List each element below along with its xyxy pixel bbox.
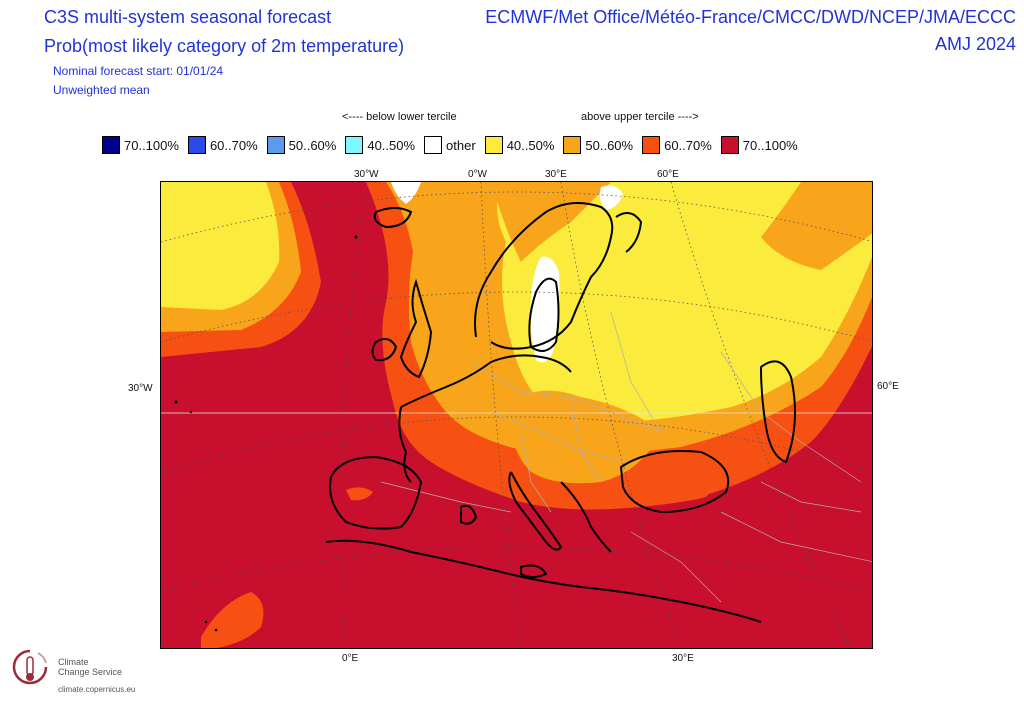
- legend-label: 60..70%: [209, 137, 258, 153]
- map-canvas: [161, 182, 872, 648]
- legend-label: 40..50%: [367, 137, 416, 153]
- legend-label: 70..100%: [742, 137, 798, 153]
- legend-item: 50..60%: [266, 136, 346, 154]
- region-50-60: [510, 390, 661, 484]
- region-40-50: [161, 182, 280, 310]
- legend-swatch: [720, 136, 739, 154]
- below-tercile-label: <---- below lower tercile: [342, 111, 457, 123]
- legend-swatch: [102, 136, 120, 154]
- legend-label: 50..60%: [288, 137, 337, 153]
- lon-label-top: 60°E: [657, 169, 679, 180]
- region-other: [599, 185, 623, 210]
- lon-label-top: 30°E: [545, 169, 567, 180]
- lon-label-top: 30°W: [354, 169, 379, 180]
- region-other: [530, 256, 560, 363]
- legend: 70..100% 60..70% 50..60% 40..50% other 4…: [102, 134, 807, 156]
- forecast-start: Nominal forecast start: 01/01/24: [53, 64, 224, 78]
- country-borders: [380, 311, 872, 603]
- mean-type: Unweighted mean: [53, 83, 150, 97]
- legend-item: 40..50%: [345, 136, 424, 154]
- lon-label-left: 30°W: [128, 383, 153, 394]
- systems-title: ECMWF/Met Office/Météo-France/CMCC/DWD/N…: [485, 7, 1016, 27]
- lon-label-bottom: 30°E: [672, 653, 694, 664]
- legend-item: 60..70%: [642, 136, 721, 154]
- legend-label: other: [446, 137, 476, 153]
- region-other: [391, 182, 421, 204]
- forecast-map: [160, 181, 873, 649]
- legend-item: 60..70%: [187, 136, 267, 154]
- legend-item: other: [424, 136, 485, 154]
- legend-swatch: [563, 136, 582, 154]
- title-line2: Prob(most likely category of 2m temperat…: [44, 36, 405, 56]
- lon-label-bottom: 0°E: [342, 653, 359, 664]
- season-title: AMJ 2024: [934, 34, 1016, 54]
- region-60-70: [346, 487, 373, 501]
- region-50-60: [491, 182, 611, 262]
- legend-item: 70..100%: [720, 136, 807, 154]
- legend-label: 50..60%: [585, 137, 634, 153]
- region-60-70: [628, 457, 715, 502]
- legend-item: 70..100%: [102, 136, 188, 154]
- legend-label: 40..50%: [506, 137, 555, 153]
- legend-swatch: [642, 136, 661, 154]
- legend-item: 40..50%: [484, 136, 564, 154]
- lon-label-right: 60°E: [877, 381, 899, 392]
- copernicus-logo: Climate Change Service climate.copernicu…: [8, 645, 168, 697]
- above-tercile-label: above upper tercile ---->: [581, 111, 699, 123]
- coastlines: [325, 202, 796, 623]
- legend-item: 50..60%: [563, 136, 642, 154]
- legend-label: 60..70%: [664, 137, 712, 153]
- legend-swatch: [345, 136, 364, 154]
- title-line1: C3S multi-system seasonal forecast: [44, 7, 332, 27]
- logo-line2: Change Service: [58, 667, 123, 677]
- legend-swatch: [187, 136, 206, 154]
- islands: [174, 235, 358, 632]
- legend-swatch: [424, 136, 443, 154]
- region-60-70: [201, 592, 264, 648]
- graticule: [161, 182, 872, 648]
- lon-label-top: 0°W: [468, 169, 487, 180]
- thermometer-icon: [12, 649, 48, 685]
- legend-swatch: [484, 136, 503, 154]
- logo-line1: Climate: [58, 657, 89, 667]
- logo-url: climate.copernicus.eu: [58, 685, 136, 694]
- legend-swatch: [266, 136, 285, 154]
- legend-label: 70..100%: [124, 137, 179, 153]
